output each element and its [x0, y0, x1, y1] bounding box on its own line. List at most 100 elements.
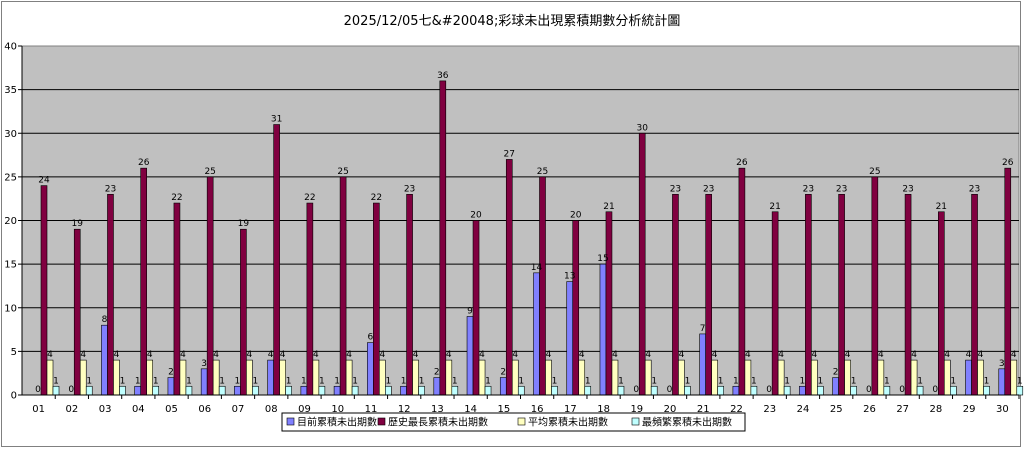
x-tick-label: 24: [797, 404, 810, 415]
data-label: 21: [603, 202, 614, 212]
bar-4-17: [584, 385, 592, 396]
bar-1-14: [466, 316, 474, 396]
data-label: 4: [546, 350, 552, 360]
legend-label-4: 最頻繁累積未出期數: [642, 416, 732, 429]
bar-4-10: [351, 385, 359, 396]
data-label: 31: [271, 115, 282, 125]
data-label: 1: [135, 376, 141, 386]
data-label: 0: [899, 385, 905, 395]
data-label: 4: [878, 350, 884, 360]
data-label: 4: [346, 350, 352, 360]
data-label: 23: [105, 184, 116, 194]
bar-1-03: [101, 324, 108, 396]
legend-swatch-3: [517, 417, 526, 426]
bar-4-27: [916, 385, 924, 396]
data-label: 4: [80, 350, 86, 360]
bar-3-18: [611, 359, 619, 396]
data-label: 4: [247, 350, 253, 360]
x-tick-label: 23: [763, 404, 776, 415]
data-label: 1: [733, 376, 739, 386]
data-label: 4: [944, 350, 950, 360]
data-label: 3: [201, 359, 207, 369]
bar-3-16: [545, 359, 552, 396]
x-tick-label: 01: [32, 404, 45, 415]
data-label: 0: [932, 385, 938, 395]
data-label: 1: [286, 376, 292, 386]
y-tick-label: 20: [4, 216, 17, 227]
data-label: 4: [413, 350, 419, 360]
bar-3-27: [910, 359, 918, 396]
data-label: 4: [114, 350, 120, 360]
data-label: 1: [917, 376, 923, 386]
bar-3-10: [345, 359, 353, 396]
bar-1-08: [267, 359, 274, 396]
data-label: 1: [352, 376, 358, 386]
bar-3-05: [179, 359, 187, 396]
data-label: 4: [778, 350, 784, 360]
bar-2-20: [672, 194, 679, 396]
bar-2-13: [439, 80, 447, 396]
bar-4-09: [318, 385, 326, 396]
data-label: 1: [485, 376, 491, 386]
data-label: 22: [371, 193, 382, 203]
x-tick-label: 07: [232, 404, 245, 415]
data-label: 23: [404, 184, 415, 194]
legend-label-1: 目前累積未出期數: [297, 416, 377, 429]
x-tick-label: 30: [996, 404, 1009, 415]
y-tick-label: 40: [4, 42, 17, 53]
data-label: 1: [984, 376, 990, 386]
data-label: 23: [803, 184, 814, 194]
data-label: 4: [213, 350, 219, 360]
data-label: 13: [564, 272, 575, 282]
x-tick-label: 14: [464, 404, 477, 415]
x-tick-label: 17: [564, 404, 577, 415]
bar-3-28: [943, 359, 951, 396]
data-label: 4: [280, 350, 286, 360]
data-label: 2: [500, 368, 506, 378]
x-tick-label: 08: [265, 404, 278, 415]
bar-4-08: [285, 385, 292, 396]
data-label: 1: [950, 376, 956, 386]
x-tick-label: 21: [697, 404, 710, 415]
data-label: 1: [153, 376, 159, 386]
bar-4-12: [418, 385, 425, 396]
bar-2-12: [406, 194, 413, 396]
data-label: 1: [452, 376, 458, 386]
bar-3-09: [312, 359, 320, 396]
data-label: 4: [811, 350, 817, 360]
bar-4-26: [883, 385, 891, 396]
x-tick-label: 29: [963, 404, 976, 415]
data-label: 4: [47, 350, 53, 360]
bar-1-24: [799, 385, 806, 396]
bar-2-23: [771, 211, 779, 396]
bar-3-06: [212, 359, 220, 396]
data-label: 1: [884, 376, 890, 386]
bar-4-02: [85, 385, 93, 396]
bar-2-05: [173, 202, 181, 396]
data-label: 1: [253, 376, 259, 386]
bar-2-25: [838, 194, 845, 396]
data-label: 23: [703, 184, 714, 194]
bar-2-21: [705, 194, 712, 396]
data-label: 1: [219, 376, 225, 386]
x-tick-label: 09: [298, 404, 311, 415]
data-label: 4: [268, 350, 274, 360]
bar-4-22: [750, 385, 758, 396]
bar-2-15: [505, 159, 513, 396]
data-label: 4: [180, 350, 186, 360]
data-label: 1: [419, 376, 425, 386]
data-label: 19: [72, 219, 84, 229]
bar-2-07: [240, 228, 247, 396]
bar-4-20: [684, 385, 691, 396]
data-label: 1: [235, 376, 241, 386]
data-label: 1: [385, 376, 391, 386]
bar-3-19: [644, 359, 652, 396]
bar-1-12: [400, 385, 407, 396]
data-label: 0: [766, 385, 772, 395]
data-label: 23: [969, 184, 980, 194]
bar-4-18: [617, 385, 625, 396]
x-tick-label: 26: [863, 404, 876, 415]
y-tick-label: 25: [4, 172, 17, 183]
